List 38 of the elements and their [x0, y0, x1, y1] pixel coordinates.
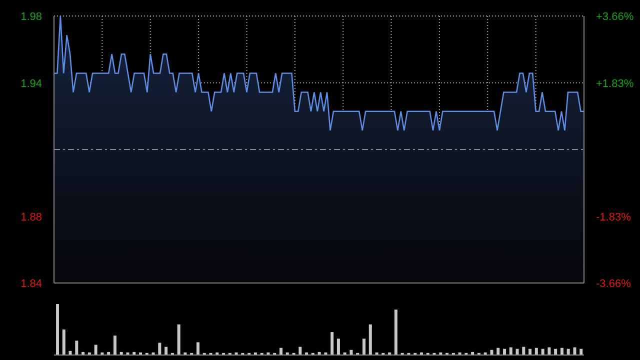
bar	[330, 332, 334, 355]
bar	[522, 346, 526, 355]
bar	[528, 348, 532, 355]
bar	[560, 348, 564, 355]
bar	[62, 330, 66, 355]
bar	[56, 304, 59, 355]
bar	[298, 346, 302, 355]
bar	[573, 347, 576, 355]
bar	[113, 336, 116, 355]
bar	[566, 348, 570, 355]
bar	[580, 348, 583, 355]
bar	[177, 324, 180, 355]
y2-tick-label: -1.83%	[596, 211, 632, 224]
y-tick-label: 1.84	[20, 278, 42, 290]
y2-tick-label: +1.83%	[596, 78, 634, 90]
bar	[158, 342, 162, 355]
y-tick-label: 1.94	[20, 78, 42, 90]
bar	[362, 338, 366, 355]
bar	[394, 310, 398, 355]
y2-tick-label: +3.66%	[596, 11, 634, 23]
bar	[516, 348, 519, 355]
bar	[548, 347, 551, 355]
bar	[94, 344, 98, 355]
bar	[541, 348, 544, 355]
bar	[502, 348, 506, 355]
bar	[554, 348, 558, 355]
bar	[368, 324, 372, 355]
bar	[496, 348, 500, 355]
bar	[509, 347, 512, 355]
bar	[336, 338, 340, 355]
bar	[164, 346, 168, 355]
bar	[196, 342, 200, 355]
y-tick-label: 1.98	[20, 11, 42, 23]
bar	[75, 340, 78, 355]
bar	[279, 348, 282, 355]
bar	[534, 348, 538, 355]
y-tick-label: 1.88	[20, 211, 42, 224]
y2-tick-label: -3.66%	[596, 278, 632, 290]
